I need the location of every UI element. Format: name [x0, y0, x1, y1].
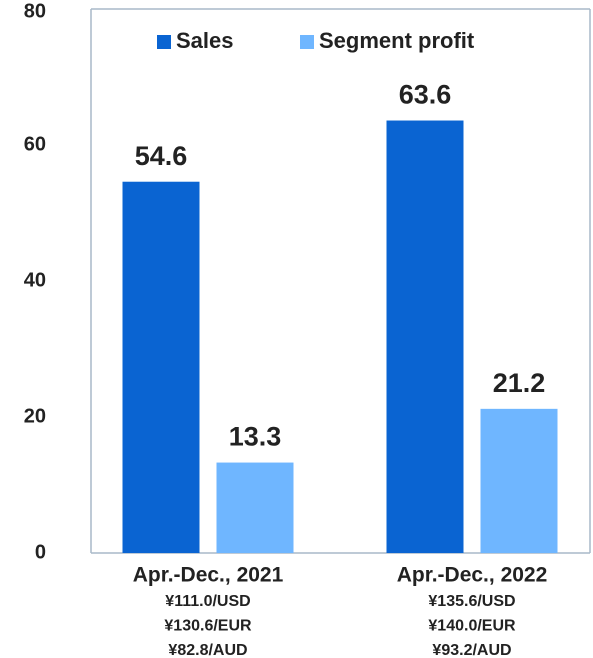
- y-tick-label: 0: [35, 541, 46, 563]
- data-label: 13.3: [229, 422, 282, 452]
- x-tick-sublabel: ¥82.8/AUD: [168, 642, 247, 658]
- x-tick-sublabel: ¥130.6/EUR: [164, 618, 252, 635]
- legend-label: Segment profit: [319, 28, 475, 53]
- legend-swatch: [157, 35, 171, 49]
- y-tick-label: 60: [24, 133, 46, 155]
- legend-swatch: [300, 35, 314, 49]
- x-tick-sublabel: ¥111.0/USD: [165, 593, 250, 610]
- bar: [480, 408, 558, 553]
- bar: [122, 181, 200, 553]
- x-tick-sublabel: ¥93.2/AUD: [432, 642, 511, 658]
- x-tick-label: Apr.-Dec., 2021: [133, 564, 284, 587]
- x-tick-sublabel: ¥135.6/USD: [428, 593, 515, 610]
- x-tick-label: Apr.-Dec., 2022: [397, 564, 548, 587]
- legend-label: Sales: [176, 28, 234, 53]
- y-tick-label: 20: [24, 405, 46, 427]
- bar: [386, 120, 464, 554]
- y-tick-label: 80: [24, 0, 46, 22]
- bar: [216, 462, 294, 553]
- x-tick-sublabel: ¥140.0/EUR: [428, 618, 516, 635]
- data-label: 63.6: [399, 80, 452, 110]
- data-label: 21.2: [493, 368, 546, 398]
- data-label: 54.6: [135, 141, 188, 171]
- y-tick-label: 40: [24, 269, 46, 291]
